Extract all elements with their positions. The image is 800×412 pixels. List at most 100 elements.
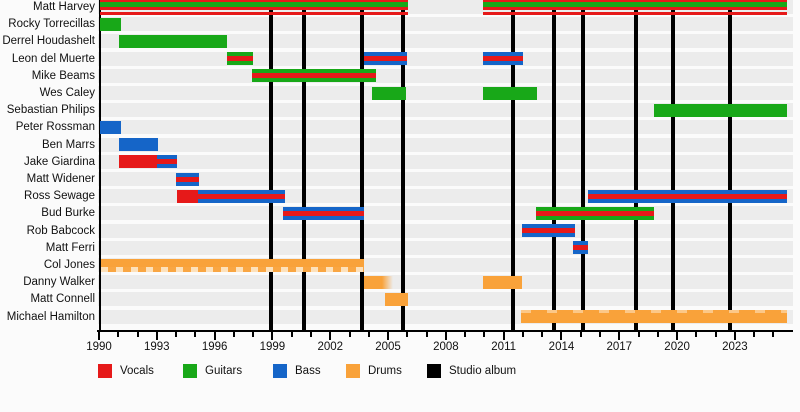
member-name: Matt Harvey	[33, 1, 95, 13]
role-stripe-vocals	[521, 228, 575, 234]
member-bar-drums	[521, 310, 787, 324]
axis-minor-tick	[309, 332, 312, 337]
studio-album-line	[633, 0, 638, 331]
legend-swatch-bass	[273, 364, 287, 378]
role-stripe-vocals	[198, 193, 285, 199]
member-name: Wes Caley	[39, 87, 95, 99]
row-band	[98, 51, 793, 66]
studio-album-line	[728, 0, 733, 331]
member-bar-drums	[363, 275, 393, 289]
row-band	[98, 172, 793, 186]
axis-major-tick	[618, 332, 621, 340]
extra-vocals-line	[99, 12, 409, 15]
y-axis-line	[99, 0, 101, 332]
role-stripe-vocals	[363, 56, 408, 62]
axis-minor-tick	[290, 332, 293, 337]
role-stripe-vocals	[283, 210, 364, 216]
axis-minor-tick	[483, 332, 486, 337]
member-bar-bass	[99, 120, 122, 134]
studio-album-line	[511, 0, 516, 331]
row-band	[98, 206, 793, 221]
legend-label: Drums	[368, 365, 402, 377]
axis-minor-tick	[252, 332, 255, 337]
fuzzy-session-dashes	[521, 310, 787, 314]
member-name: Sebastian Philips	[6, 104, 95, 117]
role-stripe-vocals	[227, 56, 254, 62]
role-stripe-vocals	[536, 210, 654, 216]
axis-major-tick	[387, 332, 390, 340]
row-band	[98, 240, 793, 255]
member-name: Matt Ferri	[45, 241, 95, 254]
axis-minor-tick	[521, 332, 524, 337]
member-name: Danny Walker	[23, 276, 95, 289]
role-stripe-vocals	[156, 159, 178, 165]
studio-album-line	[671, 0, 676, 331]
axis-minor-tick	[753, 332, 756, 337]
member-name: Derrel Houdashelt	[2, 35, 95, 48]
axis-minor-tick	[425, 332, 428, 337]
axis-minor-tick	[637, 332, 640, 337]
role-stripe-vocals	[483, 56, 523, 62]
axis-year-label: 1999	[259, 341, 286, 353]
legend: Vocals Guitars Bass Drums Studio album	[0, 360, 800, 390]
member-bar-drums	[483, 275, 522, 289]
axis-year-label: 2005	[375, 341, 401, 353]
axis-minor-tick	[695, 332, 698, 337]
member-bar-drums	[100, 258, 364, 272]
member-name: Mike Beams	[31, 69, 95, 82]
legend-label: Studio album	[449, 365, 517, 377]
axis-year-label: 2023	[722, 341, 748, 353]
member-bar-bass-vocals	[573, 241, 589, 255]
studio-album-line	[302, 0, 307, 331]
legend-swatch-drums	[346, 364, 360, 378]
x-axis-line	[97, 330, 793, 332]
member-bar-vocals-guitars	[99, 0, 409, 10]
member-name: Rob Babcock	[26, 224, 95, 237]
axis-year-label: 2014	[548, 341, 575, 353]
axis-major-tick	[444, 332, 447, 340]
member-bar-guitars	[483, 86, 538, 100]
member-name: Michael Hamilton	[6, 310, 95, 323]
axis-major-tick	[271, 332, 274, 340]
axis-minor-tick	[714, 332, 717, 337]
member-bar-guitars	[99, 17, 122, 31]
axis-year-label: 1996	[201, 341, 228, 353]
member-bar-guitars-vocals	[227, 52, 254, 66]
row-band	[98, 154, 793, 169]
row-band	[98, 17, 793, 32]
axis-minor-tick	[541, 332, 544, 337]
role-stripe-vocals	[252, 73, 377, 79]
legend-swatch-guitars	[183, 364, 197, 378]
role-stripe-guitars	[99, 2, 409, 7]
role-stripe-vocals	[176, 176, 200, 182]
row-band	[98, 137, 793, 152]
row-band	[98, 120, 793, 135]
axis-minor-tick	[464, 332, 467, 337]
axis-minor-tick	[232, 332, 235, 337]
axis-major-tick	[98, 332, 100, 340]
axis-minor-tick	[656, 332, 659, 337]
member-name: Matt Connell	[30, 293, 95, 306]
member-name: Jake Giardina	[24, 155, 95, 168]
member-name: Ben Marrs	[41, 138, 95, 151]
studio-album-line	[551, 0, 556, 331]
axis-minor-tick	[367, 332, 370, 337]
studio-album-line	[580, 0, 585, 331]
axis-minor-tick	[406, 332, 409, 337]
member-name: Rocky Torrecillas	[8, 18, 95, 31]
member-name: Matt Widener	[26, 173, 95, 185]
member-bar-bass-vocals	[588, 189, 787, 203]
axis-year-label: 1990	[86, 341, 112, 353]
fuzzy-session-dashes	[100, 266, 364, 272]
member-bar-guitars-vocals	[536, 206, 654, 220]
member-bar-guitars	[653, 103, 787, 117]
member-bar-bass-vocals	[156, 155, 178, 169]
row-band	[98, 86, 793, 100]
axis-major-tick	[502, 332, 505, 340]
axis-minor-tick	[579, 332, 582, 337]
studio-album-line	[268, 0, 273, 331]
axis-minor-tick	[175, 332, 178, 337]
axis-major-tick	[676, 332, 679, 340]
axis-minor-tick	[599, 332, 602, 337]
